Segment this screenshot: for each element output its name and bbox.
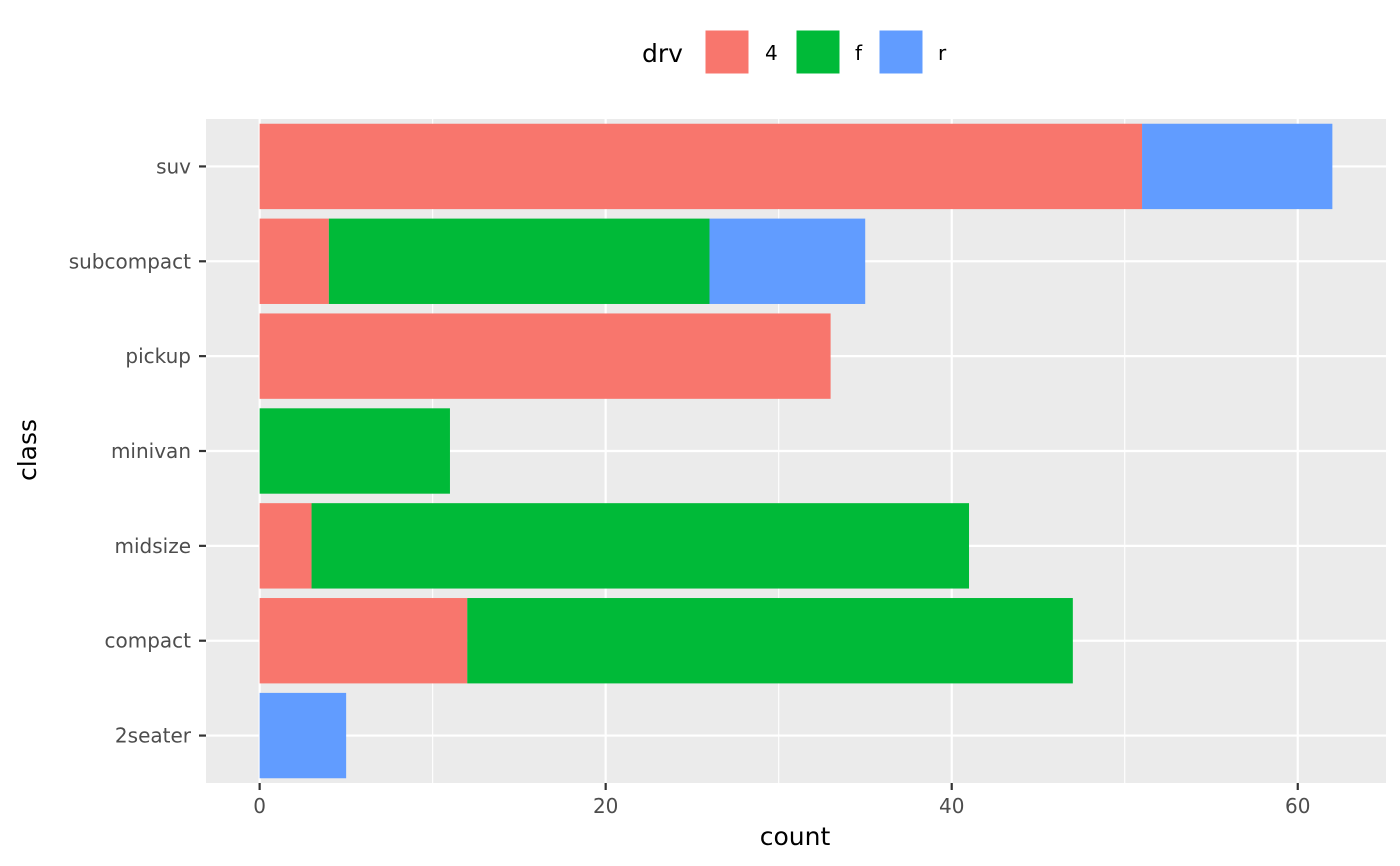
y-axis-title: class [13, 419, 42, 481]
bar-suv-4 [259, 123, 1143, 210]
bar-compact-f [467, 598, 1073, 684]
x-axis-title: count [760, 822, 831, 851]
bar-subcompact-f [328, 218, 710, 304]
y-tick-label: pickup [125, 344, 191, 368]
y-tick-label: midsize [114, 534, 191, 558]
y-tick-label: minivan [111, 439, 191, 463]
x-tick-label: 60 [1285, 794, 1310, 818]
legend-key-f [795, 29, 841, 75]
y-axis: 2seater compact midsize minivan pickup subcom… [69, 154, 206, 748]
legend-label-4: 4 [765, 41, 778, 65]
legend-label-r: r [938, 41, 947, 65]
legend-title: drv [642, 39, 683, 68]
legend-key-4 [704, 29, 750, 75]
bar-subcompact-r [709, 218, 866, 304]
bar-2seater-r [259, 692, 347, 779]
y-tick-label: 2seater [115, 724, 192, 748]
bars-group [259, 123, 1333, 779]
x-axis: 0 20 40 60 [253, 783, 1310, 818]
bar-midsize-4 [259, 503, 312, 589]
bar-minivan-f [259, 408, 450, 494]
y-tick-label: suv [156, 154, 191, 178]
legend: drv 4 f r [642, 29, 947, 75]
legend-key-r [878, 29, 924, 75]
y-tick-label: compact [104, 629, 191, 653]
bar-compact-4 [259, 598, 468, 684]
x-tick-label: 40 [939, 794, 964, 818]
bar-pickup-4 [259, 313, 831, 399]
legend-label-f: f [855, 41, 863, 65]
y-tick-label: subcompact [69, 249, 191, 273]
bar-midsize-f [311, 503, 970, 589]
x-tick-label: 20 [593, 794, 618, 818]
bar-subcompact-4 [259, 218, 329, 304]
bar-suv-r [1142, 123, 1333, 210]
x-tick-label: 0 [253, 794, 266, 818]
